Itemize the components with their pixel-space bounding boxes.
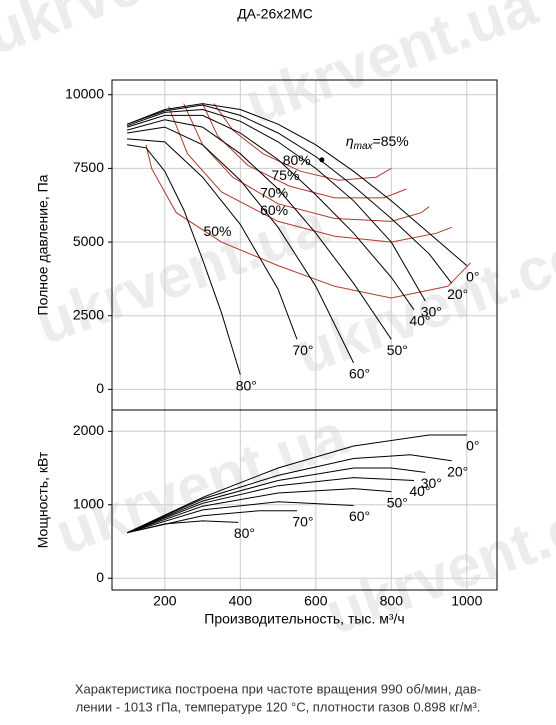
curve-label: 50° <box>387 494 408 510</box>
efficiency-label: 50% <box>203 223 231 239</box>
curve-label: 60° <box>349 366 370 382</box>
curve <box>127 138 298 340</box>
y-tick-label: 5000 <box>73 233 104 249</box>
y-tick-label: 1000 <box>73 495 104 511</box>
curve-label: 30° <box>421 475 442 491</box>
efficiency-label: 70% <box>260 184 288 200</box>
curve <box>126 108 426 302</box>
curve <box>126 103 468 266</box>
curve <box>126 434 467 534</box>
x-tick-label: 200 <box>153 593 177 609</box>
x-tick-label: 600 <box>304 593 328 609</box>
curve-label: 30° <box>421 304 442 320</box>
curve-label: 40° <box>409 483 430 499</box>
curve-label: 80° <box>236 377 257 393</box>
y-tick-label: 2000 <box>73 422 104 438</box>
curve <box>126 520 239 534</box>
curve-label: 60° <box>349 508 370 524</box>
efficiency-curve <box>213 103 392 181</box>
curve <box>126 467 426 534</box>
curve-label: 0° <box>466 268 479 284</box>
curve-label: 70° <box>292 513 313 529</box>
optimum-text: =85% <box>373 133 409 149</box>
footer: Характеристика построена при частоте вра… <box>75 681 481 696</box>
y-tick-label: 0 <box>96 569 104 585</box>
footer: лении - 1013 гПа, температуре 120 °С, пл… <box>76 699 481 714</box>
curve-label: 40° <box>409 313 430 329</box>
curve <box>126 501 354 534</box>
curve <box>127 126 355 364</box>
y-tick-label: 10000 <box>65 85 104 101</box>
y-axis-label: Мощность, кВт <box>35 451 51 548</box>
curve <box>126 114 415 311</box>
curve <box>126 488 392 534</box>
curve <box>126 119 392 340</box>
curve-label: 70° <box>292 342 313 358</box>
curve-label: 50° <box>387 342 408 358</box>
x-axis-label: Производительность, тыс. м³/ч <box>204 611 404 627</box>
curve-label: 20° <box>447 463 468 479</box>
efficiency-label: 75% <box>271 167 299 183</box>
optimum-symbol: η <box>346 133 354 149</box>
y-tick-label: 2500 <box>73 306 104 322</box>
x-tick-label: 1000 <box>451 593 482 609</box>
efficiency-curve <box>168 106 452 243</box>
efficiency-curve <box>145 144 471 299</box>
x-tick-label: 400 <box>229 593 253 609</box>
y-axis-label: Полное давление, Па <box>35 174 51 315</box>
efficiency-label: 80% <box>283 152 311 168</box>
efficiency-curve <box>202 103 407 199</box>
curve <box>126 104 453 284</box>
curve-label: 0° <box>466 438 479 454</box>
optimum-label: ηmax=85% <box>346 133 409 152</box>
y-tick-label: 7500 <box>73 159 104 175</box>
curve <box>126 477 415 534</box>
y-tick-label: 0 <box>96 380 104 396</box>
chart-title: ДА-26х2МС <box>237 6 313 22</box>
curve-label: 20° <box>447 286 468 302</box>
x-tick-label: 800 <box>380 593 404 609</box>
optimum-point <box>319 157 325 163</box>
curve-label: 80° <box>234 525 255 541</box>
optimum-subscript: max <box>354 140 374 151</box>
curve <box>126 454 452 534</box>
curve <box>127 144 241 375</box>
plot-frame <box>111 409 498 591</box>
